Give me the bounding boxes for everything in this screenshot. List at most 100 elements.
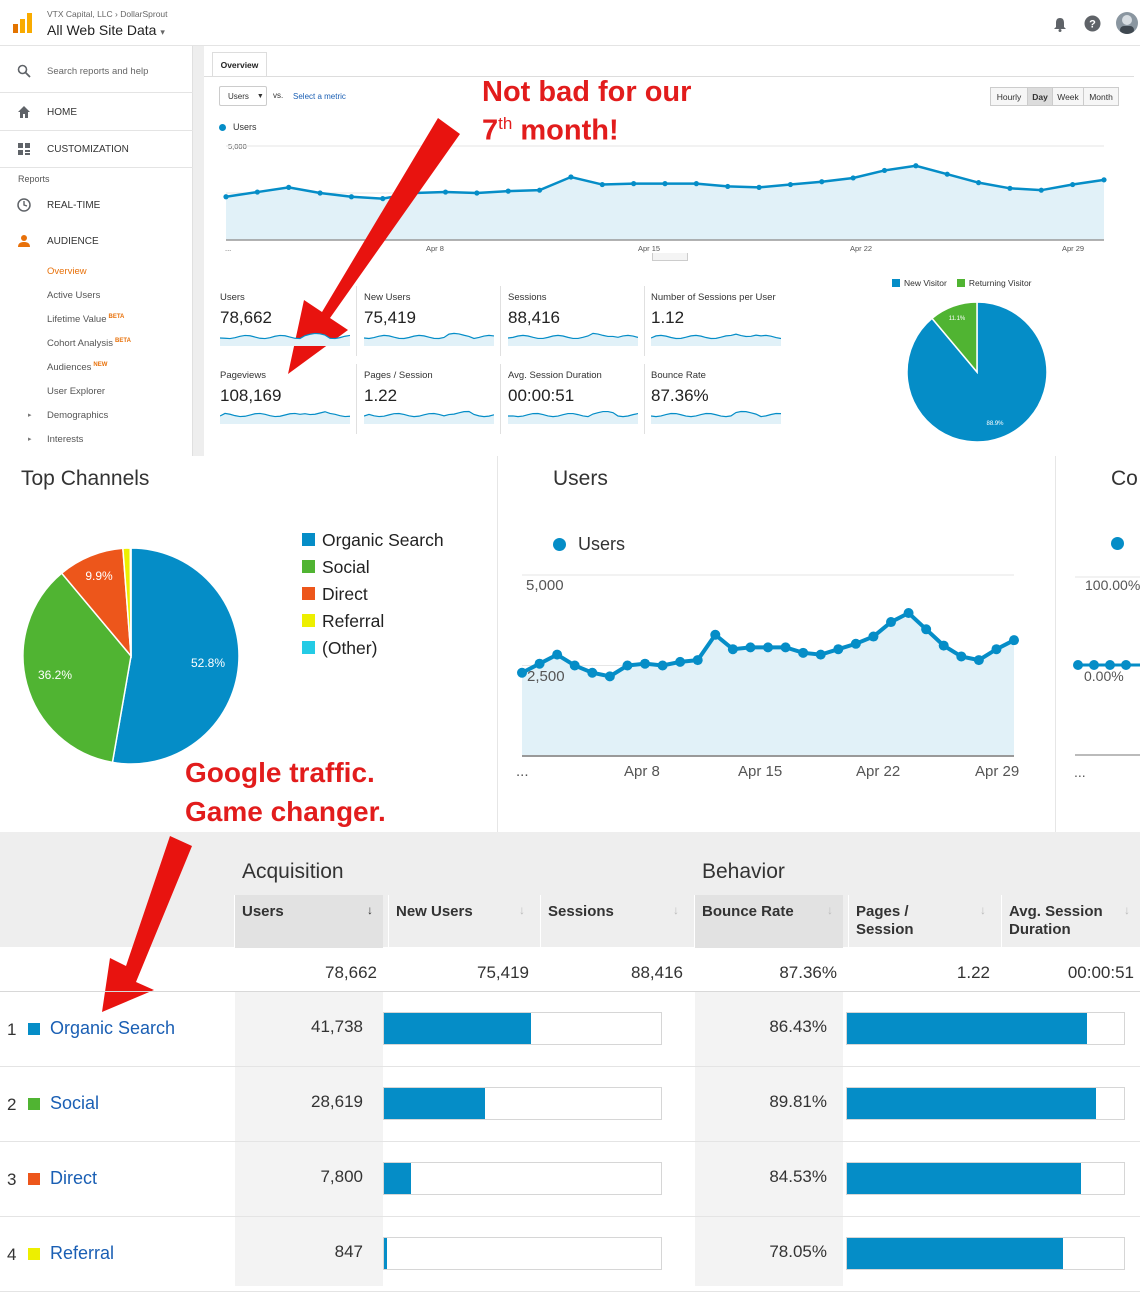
- metric-label: Pages / Session: [364, 370, 433, 381]
- tab-overview[interactable]: Overview: [212, 52, 267, 76]
- legend-direct[interactable]: Direct: [322, 584, 368, 604]
- channel-link-referral[interactable]: Referral: [50, 1243, 115, 1263]
- sidebar-subitem-interests[interactable]: Interests: [47, 434, 83, 445]
- sidebar-item-customization[interactable]: CUSTOMIZATION: [0, 139, 193, 159]
- conversion-chart-title: Co: [1111, 467, 1138, 490]
- row-rank: 1: [7, 1020, 17, 1039]
- users-cell: 7,800: [320, 1167, 363, 1186]
- breadcrumb[interactable]: VTX Capital, LLC › DollarSprout: [47, 9, 168, 19]
- users-data-point: [640, 658, 650, 669]
- users-data-point: [938, 640, 949, 651]
- channel-link-direct[interactable]: Direct: [50, 1168, 98, 1188]
- users-share-bar-fill: [384, 1013, 531, 1044]
- total-pages-session: 1.22: [956, 963, 990, 982]
- bounce-rate-bar-fill: [847, 1088, 1096, 1119]
- metric-label: New Users: [364, 292, 411, 303]
- analytics-logo-icon[interactable]: [12, 12, 34, 34]
- sidebar-subitem-demographics[interactable]: Demographics: [47, 410, 108, 421]
- bounce-rate-bar: [846, 1237, 1125, 1270]
- visitor-pie-chart: 88.9% 11.1%: [906, 301, 1048, 443]
- overview-data-point: [317, 190, 323, 196]
- sidebar-subitem-lifetime-value[interactable]: Lifetime Value BETA: [47, 314, 124, 325]
- sort-arrow-icon[interactable]: ↓: [519, 903, 525, 917]
- metric-divider: [500, 364, 501, 434]
- bounce-rate-bar-fill: [847, 1013, 1087, 1044]
- svg-text:?: ?: [1089, 19, 1096, 31]
- metric-sparkline: [364, 410, 494, 424]
- channel-link-organic-search[interactable]: Organic Search: [50, 1018, 176, 1038]
- legend-dot: [219, 123, 226, 131]
- sidebar-item-realtime[interactable]: REAL-TIME: [0, 195, 193, 215]
- granularity-hourly-button[interactable]: Hourly: [990, 87, 1028, 106]
- search-input[interactable]: Search reports and help: [47, 65, 149, 77]
- column-header-avg-session-duration[interactable]: Avg. Session Duration: [1009, 903, 1103, 938]
- channel-color-swatch: [28, 1098, 40, 1110]
- metric-label: Users: [220, 292, 245, 303]
- row-rank: 3: [7, 1170, 17, 1189]
- bounce-rate-bar: [846, 1012, 1125, 1045]
- bounce-rate-bar-fill: [847, 1238, 1064, 1269]
- sort-arrow-icon[interactable]: ↓: [673, 903, 679, 917]
- channel-color-swatch: [28, 1248, 40, 1260]
- breadcrumb-property[interactable]: DollarSprout: [120, 9, 168, 19]
- sidebar-search[interactable]: Search reports and help: [0, 60, 193, 82]
- select-metric-link[interactable]: Select a metric: [293, 92, 346, 101]
- column-header-bounce-rate[interactable]: Bounce Rate: [702, 903, 794, 920]
- users-data-point: [604, 671, 615, 682]
- granularity-week-button[interactable]: Week: [1052, 87, 1084, 106]
- users-data-point: [956, 651, 967, 662]
- users-data-point: [780, 642, 791, 653]
- sidebar-item-home[interactable]: HOME: [0, 102, 193, 122]
- sidebar-subitem-user-explorer[interactable]: User Explorer: [47, 386, 105, 397]
- legend--other-[interactable]: (Other): [322, 638, 378, 658]
- conversion-y-mid: 0.00%: [1084, 668, 1124, 684]
- pie-slice--other-: [129, 547, 132, 657]
- breadcrumb-account[interactable]: VTX Capital, LLC: [47, 9, 113, 19]
- column-header-new-users[interactable]: New Users: [396, 903, 473, 920]
- channels-table: [0, 832, 1140, 1286]
- sidebar-subitem-cohort-analysis[interactable]: Cohort Analysis BETA: [47, 338, 131, 349]
- pie-slice-organic-search: [111, 547, 240, 765]
- legend-organic-search[interactable]: Organic Search: [322, 530, 444, 550]
- legend-social[interactable]: Social: [322, 557, 370, 577]
- sort-arrow-icon[interactable]: ↓: [1124, 903, 1130, 917]
- channel-link-social[interactable]: Social: [50, 1093, 100, 1113]
- sort-arrow-icon[interactable]: ↓: [367, 903, 373, 917]
- metric-select[interactable]: Users ▼: [219, 86, 267, 106]
- sidebar-subitem-overview[interactable]: Overview: [47, 266, 87, 277]
- legend-referral[interactable]: Referral: [322, 611, 385, 631]
- sidebar-subitem-label: Audiences: [47, 362, 92, 374]
- legend-swatch: [302, 560, 315, 573]
- conversion-x-start: ...: [1074, 764, 1086, 780]
- granularity-month-button[interactable]: Month: [1083, 87, 1119, 106]
- metric-value: 87.36%: [651, 386, 709, 405]
- granularity-day-button[interactable]: Day: [1027, 87, 1053, 106]
- pie-label-new: 88.9%: [986, 421, 1004, 427]
- metric-value: 75,419: [364, 308, 416, 327]
- overview-data-point: [725, 183, 731, 190]
- sort-arrow-icon[interactable]: ↓: [980, 903, 986, 917]
- users-y-top: 5,000: [526, 577, 564, 594]
- sidebar-subitem-active-users[interactable]: Active Users: [47, 290, 100, 301]
- chart-resize-handle[interactable]: [652, 253, 688, 261]
- annotation-rest: month!: [512, 114, 619, 147]
- bell-icon[interactable]: [1052, 16, 1068, 32]
- help-icon[interactable]: ?: [1084, 15, 1101, 32]
- sidebar-item-label: HOME: [47, 106, 77, 118]
- sidebar-item-audience[interactable]: AUDIENCE: [0, 231, 193, 251]
- column-header-pages-session[interactable]: Pages / Session: [856, 903, 914, 938]
- column-header-sessions[interactable]: Sessions: [548, 903, 614, 920]
- metric-label: Sessions: [508, 292, 547, 303]
- sort-arrow-icon[interactable]: ↓: [827, 903, 833, 917]
- expand-arrow-icon[interactable]: ▸: [28, 436, 32, 443]
- users-x-label: Apr 15: [738, 763, 783, 780]
- view-selector[interactable]: All Web Site Data ▾: [47, 22, 165, 38]
- expand-arrow-icon[interactable]: ▸: [28, 412, 32, 419]
- column-header-users[interactable]: Users: [242, 903, 284, 920]
- top-channels-title: Top Channels: [21, 467, 150, 490]
- users-data-point: [727, 644, 738, 655]
- sidebar-subitem-audiences[interactable]: Audiences NEW: [47, 362, 107, 373]
- users-data-point: [552, 649, 563, 660]
- total-users: 78,662: [325, 963, 377, 982]
- avatar[interactable]: [1116, 12, 1138, 34]
